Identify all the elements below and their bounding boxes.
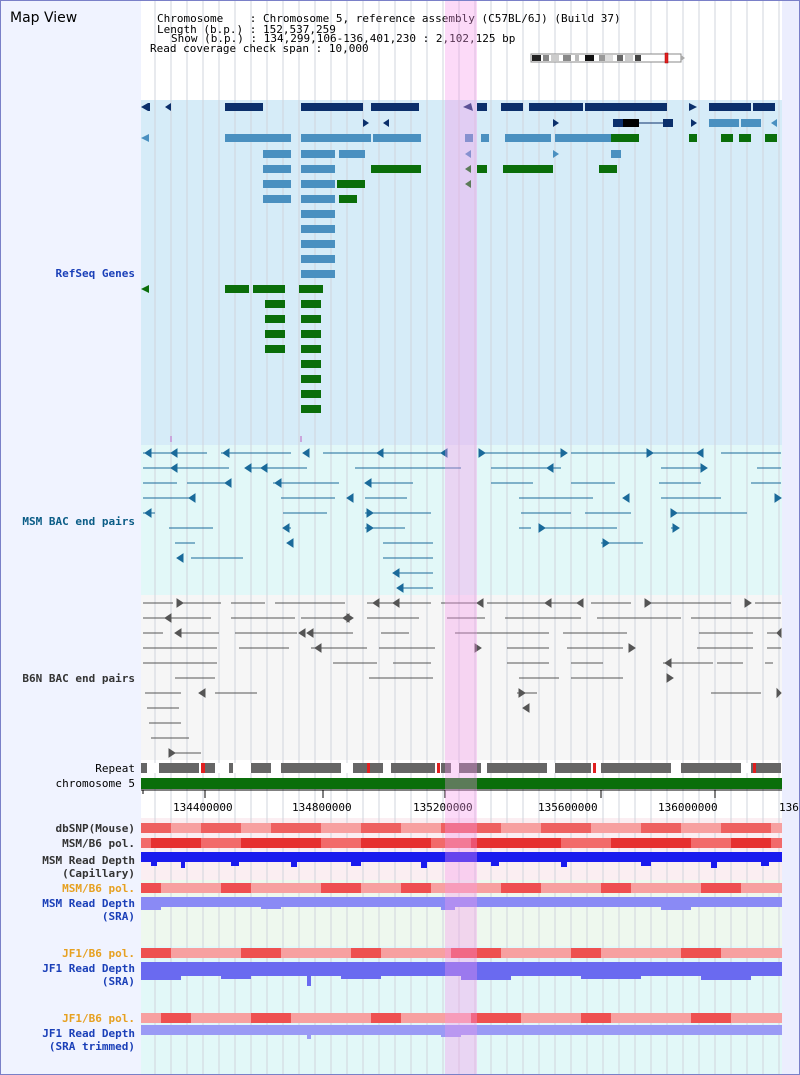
jf1-b6-pol-trim-label[interactable]: JF1/B6 pol. [62,1012,135,1025]
dbsnp-track[interactable] [141,823,782,833]
show-label: Show (b.p.) [171,32,244,45]
span-info: Read coverage check span : 10,000 [150,42,369,55]
b6n-bac-band [141,595,782,760]
msm-b6-pol-track[interactable] [141,838,782,848]
jf1-depth-label-2: (SRA) [101,975,135,988]
page-title: Map View [10,10,78,26]
length-label: Length (b.p.) [157,23,244,36]
chromosome-bar[interactable] [141,778,782,790]
msm-bac-label[interactable]: MSM BAC end pairs [22,515,135,528]
chromosome-label-track[interactable]: chromosome 5 [55,777,135,790]
header-band [141,1,782,100]
position-axis [141,789,782,798]
msm-b6-pol-label[interactable]: MSM/B6 pol. [62,837,135,850]
show-info: Show (b.p.) : 134,299,106-136,401,230 : … [171,32,516,45]
axis-tick-5: 136000000 [658,801,718,814]
label-panel [1,1,141,1074]
dbsnp-label[interactable]: dbSNP(Mouse) [55,822,135,835]
axis-tick-6: 136 [779,801,799,814]
show-value: 134,299,106-136,401,230 : 2,102,125 bp [263,32,516,45]
jf1-b6-pol-label[interactable]: JF1/B6 pol. [62,947,135,960]
axis-tick-4: 135600000 [538,801,598,814]
axis-tick-2: 134800000 [292,801,352,814]
chromosome-label: Chromosome [157,12,224,25]
repeat-track[interactable] [141,763,782,775]
axis-tick-3: 135200000 [413,801,473,814]
msm-depth-sra-label-2: (SRA) [101,910,135,923]
refseq-band [141,100,782,445]
jf1-trim-label-2: (SRA trimmed) [48,1040,135,1053]
chromosome-value: Chromosome 5, reference assembly (C57BL/… [262,12,621,25]
msm-depth-capillary-track[interactable] [141,852,782,870]
axis-tick-1: 134400000 [173,801,233,814]
jf1-depth-label-1[interactable]: JF1 Read Depth [42,962,135,975]
jf1-trim-label-1[interactable]: JF1 Read Depth [42,1027,135,1040]
b6n-bac-label[interactable]: B6N BAC end pairs [22,672,135,685]
refseq-gene-track[interactable] [141,100,782,445]
length-info: Length (b.p.) : 152,537,259 [157,23,336,36]
msm-depth-capillary-label-1[interactable]: MSM Read Depth [42,854,135,867]
jf1-depth-trim-track[interactable] [141,1025,782,1041]
repeat-label[interactable]: Repeat [95,762,135,775]
msm-depth-sra-track[interactable] [141,897,782,913]
span-label: Read coverage check span [150,42,309,55]
msm-bac-track[interactable] [141,445,782,595]
jf1-b6-pol-trim-track[interactable] [141,1013,782,1023]
msm-b6-pol-sra-track[interactable] [141,883,782,893]
length-value: 152,537,259 [262,23,336,36]
msm-depth-capillary-label-2: (Capillary) [62,867,135,880]
refseq-label[interactable]: RefSeq Genes [55,267,135,280]
b6n-bac-track[interactable] [141,595,782,760]
msm-b6-pol-sra-label[interactable]: MSM/B6 pol. [62,882,135,895]
jf1-depth-track[interactable] [141,962,782,988]
msm-depth-sra-label-1[interactable]: MSM Read Depth [42,897,135,910]
right-strip [782,1,799,1074]
chromosome-info: Chromosome : Chromosome 5, reference ass… [157,12,621,25]
jf1-b6-pol-track[interactable] [141,948,782,958]
chromosome-ideogram[interactable] [529,52,689,66]
span-value: 10,000 [328,42,369,55]
